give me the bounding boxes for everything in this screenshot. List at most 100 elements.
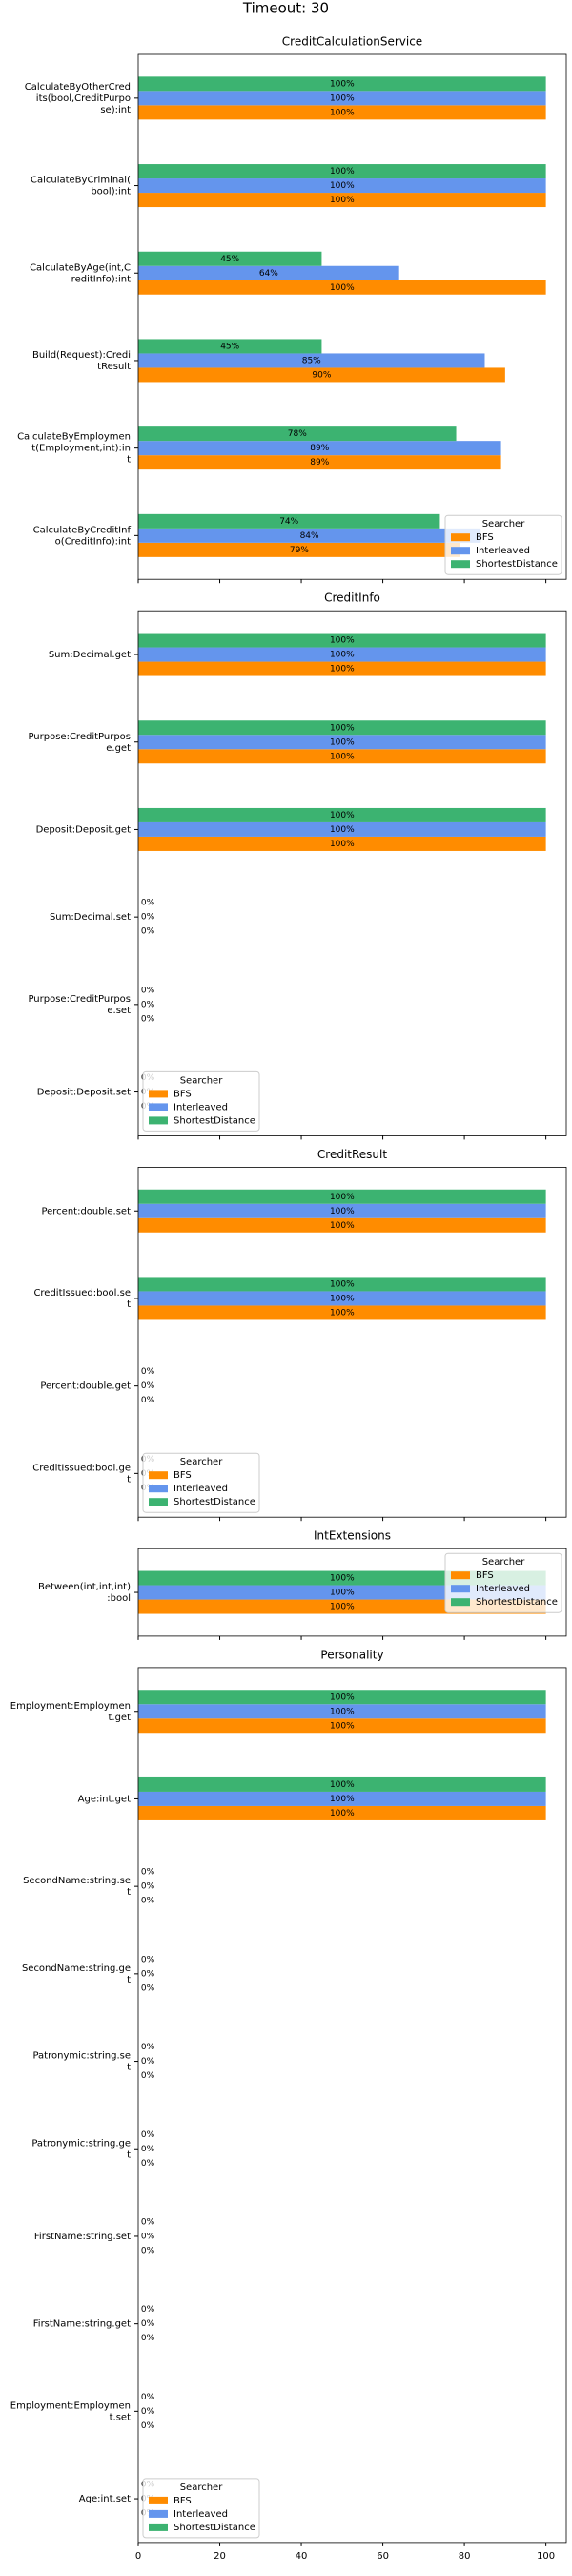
value-label: 100% [330,93,355,103]
value-label: 0% [141,2319,155,2329]
value-label: 100% [330,1721,355,1731]
y-tick-label: FirstName:string.set [34,2232,131,2242]
legend-label: BFS [174,1089,192,1099]
bar [138,1203,546,1218]
bar [138,1217,546,1233]
value-label: 100% [330,636,355,646]
value-label: 0% [141,2407,155,2417]
value-label: 100% [330,1207,355,1216]
bar [138,1570,546,1586]
legend-swatch [149,1090,168,1098]
y-tick-label: CreditIssued:bool.ge t [32,1463,131,1485]
value-label: 0% [141,1014,155,1024]
y-tick-label: Patronymic:string.se t [32,2051,131,2073]
value-label: 84% [300,531,319,541]
value-label: 0% [141,2305,155,2315]
legend-label: Interleaved [174,1102,228,1112]
legend-label: Interleaved [476,546,530,556]
value-label: 89% [310,458,329,467]
bar [138,1690,546,1705]
value-label: 85% [302,356,321,365]
legend-label: ShortestDistance [174,2523,255,2533]
value-label: 0% [141,2145,155,2154]
legend-swatch [149,1485,168,1493]
legend-swatch [149,2509,168,2518]
legend-swatch [451,1598,470,1607]
legend-title: Searcher [482,519,526,530]
value-label: 0% [141,986,155,995]
bar [138,1291,546,1306]
bar [138,441,501,456]
legend-label: BFS [174,1470,192,1481]
value-label: 100% [330,665,355,675]
legend-title: Searcher [180,2483,224,2493]
legend-label: BFS [476,532,494,543]
axes-frame [137,53,567,580]
value-label: 0% [141,2232,155,2241]
y-tick-label: CalculateByCreditInf o(CreditInfo):int [33,525,132,547]
value-label: 100% [330,1780,355,1790]
value-label: 100% [330,1589,355,1598]
legend-swatch [149,1103,168,1111]
bar [138,339,322,354]
y-tick-label: CalculateByOtherCred its(bool,CreditPurpo… [25,82,131,115]
x-tick-label: 100 [537,2551,555,2562]
x-tick-label: 60 [377,2551,389,2562]
value-label: 0% [141,1396,155,1405]
legend-swatch [451,533,470,542]
value-label: 0% [141,1955,155,1964]
value-label: 100% [330,181,355,191]
value-label: 0% [141,1882,155,1892]
y-tick-label: FirstName:string.get [33,2319,131,2330]
chart-title: IntExtensions [314,1529,391,1543]
bar [138,542,460,557]
value-label: 0% [141,1969,155,1979]
value-label: 45% [220,342,239,351]
bar [138,720,546,736]
bar [138,1189,546,1204]
bar [138,633,546,648]
value-label: 0% [141,2246,155,2255]
y-tick-label: Deposit:Deposit.get [36,824,132,835]
legend-title: Searcher [180,1075,224,1086]
legend: Searcher BFS Interleaved ShortestDistance [142,2478,260,2539]
value-label: 64% [259,269,278,279]
x-tick-label: 40 [296,2551,308,2562]
legend-swatch [149,2523,168,2531]
value-label: 100% [330,723,355,733]
value-label: 100% [330,840,355,849]
value-label: 0% [141,1868,155,1878]
value-label: 100% [330,1221,355,1231]
y-tick-label: Build(Request):Credi tResult [32,350,131,372]
value-label: 0% [141,2421,155,2431]
legend-label: ShortestDistance [174,1497,255,1507]
legend: Searcher BFS Interleaved ShortestDistance [444,1552,562,1613]
y-tick-label: CalculateByCriminal(bool):int [31,176,131,197]
bar [138,1305,546,1320]
legend-label: BFS [476,1570,494,1581]
value-label: 90% [312,370,331,380]
legend: Searcher BFS Interleaved ShortestDistance [142,1452,260,1513]
bar [138,91,546,106]
bar [138,661,546,676]
axes-frame [137,1167,567,1518]
value-label: 0% [141,927,155,937]
bar [138,105,546,120]
value-label: 100% [330,1279,355,1289]
y-tick-label: Between(int,int,int):bool [38,1582,131,1604]
bar [138,455,501,470]
value-label: 100% [330,108,355,117]
x-tick-label: 80 [459,2551,471,2562]
value-label: 0% [141,1000,155,1009]
value-label: 100% [330,1795,355,1804]
chart-title: Personality [320,1648,383,1661]
y-tick-label: Employment:Employmen t.set [10,2400,131,2422]
legend-box [444,514,562,575]
value-label: 100% [330,737,355,747]
value-label: 74% [279,517,298,527]
value-label: 100% [330,1308,355,1318]
value-label: 100% [330,196,355,205]
y-tick-label: CreditIssued:bool.se t [33,1288,131,1310]
y-tick-label: CalculateByEmploymen t(Employment,int):in… [17,432,131,466]
legend-label: ShortestDistance [476,1597,558,1608]
